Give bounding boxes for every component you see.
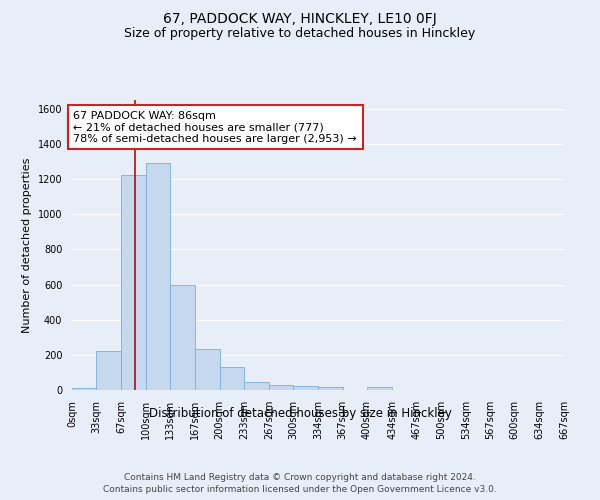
Bar	[97, 352, 121, 390]
Bar	[244, 382, 269, 390]
Text: Contains HM Land Registry data © Crown copyright and database right 2024.: Contains HM Land Registry data © Crown c…	[124, 472, 476, 482]
Bar	[293, 386, 319, 390]
Y-axis label: Number of detached properties: Number of detached properties	[22, 158, 32, 332]
Text: Contains public sector information licensed under the Open Government Licence v3: Contains public sector information licen…	[103, 485, 497, 494]
Bar	[72, 388, 97, 390]
Bar	[367, 388, 392, 390]
Text: Distribution of detached houses by size in Hinckley: Distribution of detached houses by size …	[149, 408, 451, 420]
Bar	[319, 388, 343, 390]
Bar	[121, 174, 146, 390]
Bar	[146, 164, 170, 390]
Bar	[195, 348, 220, 390]
Bar	[269, 384, 293, 390]
Text: 67 PADDOCK WAY: 86sqm
← 21% of detached houses are smaller (777)
78% of semi-det: 67 PADDOCK WAY: 86sqm ← 21% of detached …	[73, 110, 357, 144]
Bar	[170, 286, 195, 390]
Text: Size of property relative to detached houses in Hinckley: Size of property relative to detached ho…	[124, 28, 476, 40]
Bar	[220, 367, 244, 390]
Text: 67, PADDOCK WAY, HINCKLEY, LE10 0FJ: 67, PADDOCK WAY, HINCKLEY, LE10 0FJ	[163, 12, 437, 26]
